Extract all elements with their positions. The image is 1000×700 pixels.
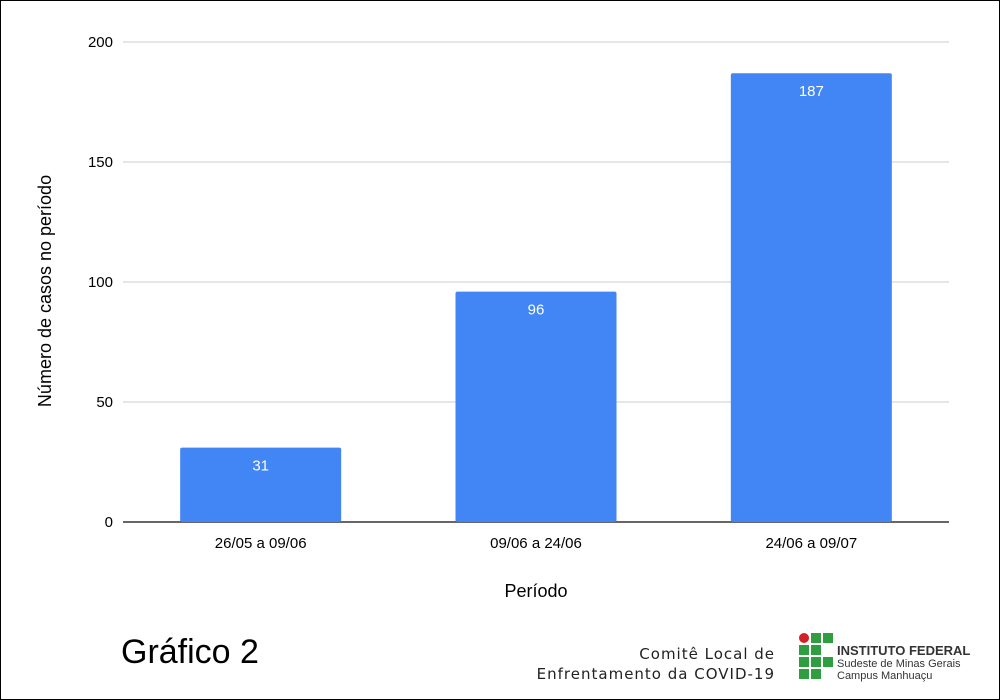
institute-logo: INSTITUTO FEDERAL Sudeste de Minas Gerai… [799,633,989,683]
y-tick-label: 50 [96,394,113,411]
logo-square [811,669,821,679]
committee-line-1: Comitê Local de [639,645,775,663]
logo-square [811,657,821,667]
bar-chart: 0 50 100 150 200 31 26/05 a 09/06 96 09/06 a 24/… [35,34,949,601]
logo-square [799,657,809,667]
x-tick-label: 26/05 a 09/06 [215,535,307,552]
x-tick-label: 09/06 a 24/06 [490,535,582,552]
bar [180,447,342,522]
x-tick-label: 24/06 a 09/07 [765,535,857,552]
y-tick-label: 150 [88,154,113,171]
logo-institute-name: INSTITUTO FEDERAL [837,643,971,658]
logo-square [823,657,833,667]
logo-line-3: Campus Manhuaçu [837,670,933,682]
logo-line-2: Sudeste de Minas Gerais [837,658,961,670]
logo-red-dot [799,633,809,643]
logo-square [811,645,821,655]
y-tick-label: 0 [105,514,113,531]
logo-square [799,645,809,655]
bar [730,73,892,522]
logo-square [799,669,809,679]
figure-title: Gráfico 2 [121,633,259,671]
committee-text: Comitê Local de Enfrentamento da COVID-1… [537,644,775,684]
bar [455,291,617,522]
data-label: 187 [799,83,824,100]
logo-square [823,633,833,643]
y-tick-label: 200 [88,34,113,51]
x-axis-label: Período [504,581,567,601]
logo-square [811,633,821,643]
data-label: 31 [252,458,269,475]
y-axis-label: Número de casos no período [35,175,55,407]
y-tick-label: 100 [88,274,113,291]
data-label: 96 [528,302,545,319]
committee-line-2: Enfrentamento da COVID-19 [536,665,775,683]
